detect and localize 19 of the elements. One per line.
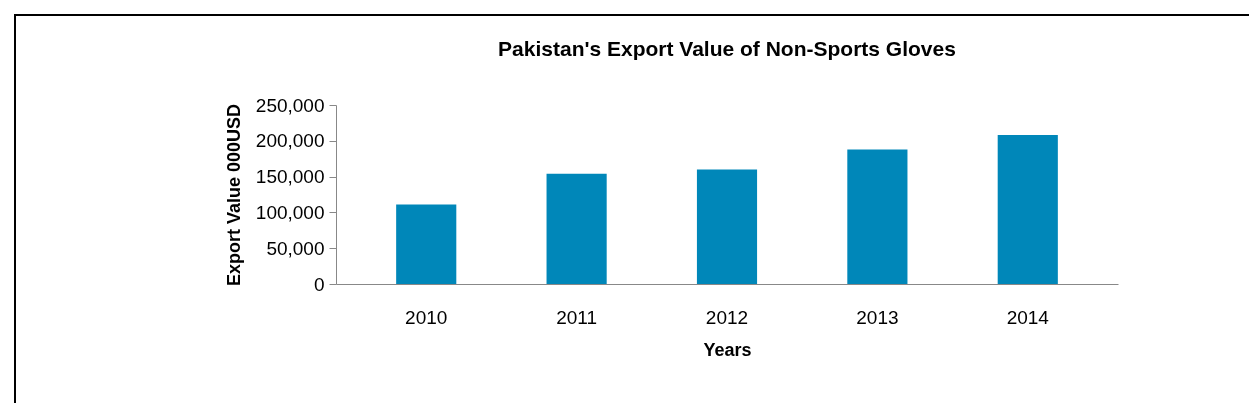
y-tick-label: 0: [313, 273, 325, 295]
bar: [847, 149, 908, 284]
y-tick-label: 250,000: [255, 94, 325, 116]
y-tick-label: 150,000: [255, 166, 325, 188]
bar: [696, 169, 758, 284]
x-tick-label: 2012: [705, 306, 749, 328]
bar: [546, 173, 607, 284]
y-tick-label: 50,000: [266, 237, 325, 259]
x-tick-label: 2013: [856, 306, 899, 328]
x-tick-label: 2011: [556, 306, 598, 328]
y-tick-label: 100,000: [255, 201, 325, 223]
y-tick-label: 200,000: [255, 130, 325, 152]
bar: [396, 204, 457, 284]
x-tick-label: 2010: [405, 306, 448, 328]
x-tick-label: 2014: [1006, 306, 1050, 328]
chart-title: Pakistan's Export Value of Non-Sports Gloves: [498, 37, 956, 60]
y-axis-title: Export Value 000USD: [223, 103, 244, 287]
bar: [997, 135, 1058, 284]
x-axis-title: Years: [703, 339, 752, 360]
